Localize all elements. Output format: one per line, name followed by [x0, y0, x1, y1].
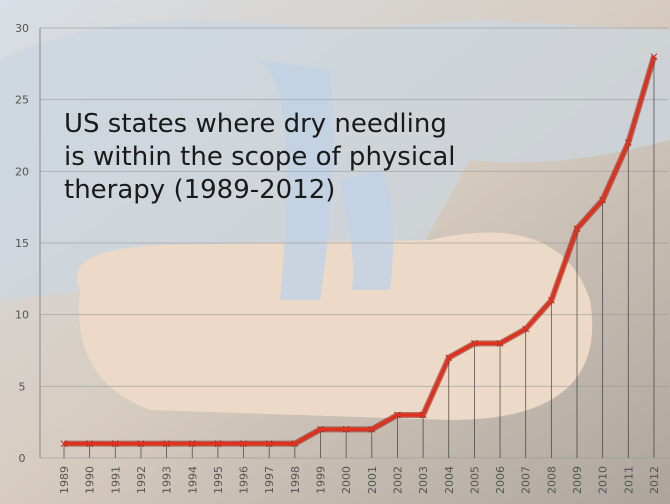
x-tick-label: 2001: [366, 466, 379, 494]
x-tick-label: 1994: [186, 466, 199, 494]
x-tick-label: 1991: [109, 466, 122, 494]
x-tick-label: 1997: [263, 466, 276, 494]
glove-finger: [260, 60, 334, 300]
x-tick-label: 1999: [315, 466, 328, 494]
y-tick-label: 10: [15, 309, 29, 322]
y-tick-label: 5: [19, 380, 26, 393]
y-tick-label: 20: [15, 165, 29, 178]
x-tick-label: 2004: [443, 466, 456, 494]
x-tick-label: 1995: [212, 466, 225, 494]
y-tick-label: 25: [15, 94, 29, 107]
x-tick-label: 1989: [58, 466, 71, 494]
chart-title: US states where dry needling is within t…: [64, 109, 456, 205]
x-tick-label: 2000: [340, 466, 353, 494]
x-tick-label: 2003: [417, 466, 430, 494]
x-tick-label: 1990: [84, 466, 97, 494]
x-tick-label: 2010: [597, 466, 610, 494]
line: [64, 56, 656, 446]
x-tick-label: 1992: [135, 466, 148, 494]
x-tick-label: 1998: [289, 466, 302, 494]
x-tick-label: 2005: [468, 466, 481, 494]
x-tick-label: 2006: [494, 466, 507, 494]
x-tick-label: 2012: [648, 466, 661, 494]
x-tick-label: 2007: [520, 466, 533, 494]
x-tick-label: 1996: [238, 466, 251, 494]
x-tick-label: 2008: [545, 466, 558, 494]
x-tick-label: 2011: [622, 466, 635, 494]
y-tick-label: 0: [19, 452, 26, 465]
glove-finger: [340, 170, 394, 290]
foot: [76, 232, 593, 420]
y-tick-label: 30: [15, 22, 29, 35]
gloves: [0, 20, 670, 300]
x-tick-label: 1993: [161, 466, 174, 494]
x-tick-label: 2002: [391, 466, 404, 494]
x-tick-label: 2009: [571, 466, 584, 494]
y-tick-label: 15: [15, 237, 29, 250]
